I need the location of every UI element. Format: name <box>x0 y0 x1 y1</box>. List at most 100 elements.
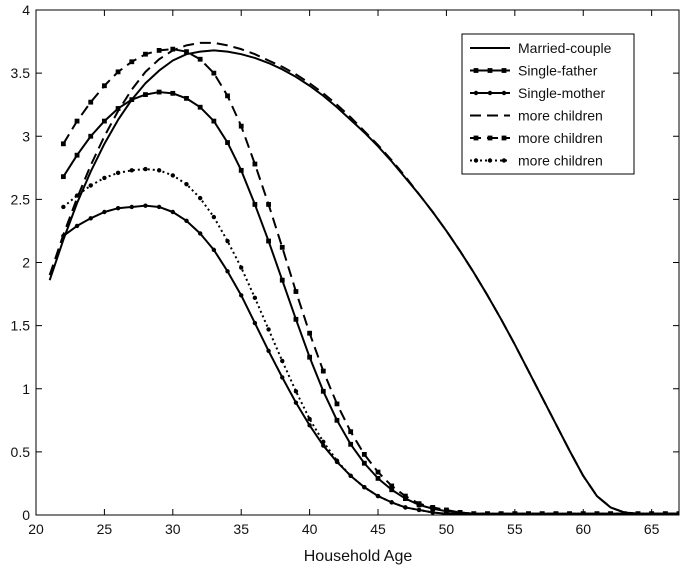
series-2-point <box>184 95 189 101</box>
y-tick-label: 1 <box>22 381 30 397</box>
series-2-point <box>115 106 121 111</box>
series-6-point <box>239 265 244 270</box>
series-3-point <box>170 209 176 215</box>
y-tick-label: 2 <box>22 255 30 271</box>
series-6-point <box>553 511 559 515</box>
series-3-point <box>211 247 217 253</box>
series-6-point <box>416 507 422 513</box>
legend-marker-5 <box>501 135 507 141</box>
series-6-point <box>129 168 134 173</box>
series-6-point <box>334 458 340 463</box>
series-2-point <box>279 277 285 283</box>
series-2-point <box>60 174 66 180</box>
series-2-point <box>143 92 148 97</box>
series-5-point <box>197 56 203 62</box>
series-5-point <box>416 501 422 507</box>
legend-label-5: more children <box>518 130 603 146</box>
series-2-point <box>307 354 313 360</box>
series-4 <box>48 41 679 515</box>
legend-marker-3 <box>501 90 507 96</box>
series-2-point <box>293 316 299 322</box>
series-2-point <box>102 118 107 124</box>
series-3-point <box>102 209 107 215</box>
legend-label-6: more children <box>518 153 603 169</box>
series-6-point <box>280 358 285 364</box>
series-3-point <box>307 423 312 428</box>
series-6-point <box>389 500 394 505</box>
series-6-point <box>184 182 189 187</box>
series-5-point <box>252 161 258 167</box>
series-5-point <box>266 202 271 207</box>
y-tick-label: 3.5 <box>11 65 31 81</box>
legend-marker-6 <box>501 158 507 163</box>
series-6-point <box>225 238 230 244</box>
x-tick-label: 60 <box>575 521 591 537</box>
legend-marker-6 <box>487 158 493 163</box>
series-5-point <box>348 429 354 435</box>
series-6-point <box>321 439 326 444</box>
y-tick-label: 2.5 <box>11 191 31 207</box>
series-6-point <box>293 389 299 394</box>
series-6-point <box>143 166 148 172</box>
legend: Married-couple Single-father Single-mother… <box>461 33 635 175</box>
series-5-point <box>74 118 80 124</box>
legend-entries: Married-couple Single-father Single-mother… <box>470 40 612 169</box>
x-tick-label: 30 <box>165 521 181 537</box>
series-5-point <box>156 48 162 53</box>
series-3-point <box>239 293 244 298</box>
series-2-point <box>156 89 162 95</box>
series-3-point <box>225 269 230 274</box>
legend-marker-6 <box>473 158 479 163</box>
series-6-point <box>197 195 203 201</box>
y-tick-label: 1.5 <box>11 318 31 334</box>
x-tick-label: 45 <box>370 521 386 537</box>
x-tick-label: 20 <box>28 521 44 537</box>
series-layer <box>48 41 679 515</box>
y-tick-label: 0 <box>22 507 30 523</box>
series-2-point <box>74 152 80 158</box>
series-6-point <box>635 511 641 515</box>
series-2-point <box>170 90 176 96</box>
series-3-point <box>184 218 189 224</box>
series-6-line <box>62 168 679 515</box>
series-5-point <box>279 244 285 250</box>
series-3-point <box>293 400 299 405</box>
legend-marker-2 <box>487 68 493 73</box>
series-5-line <box>62 48 679 515</box>
series-3-point <box>321 443 326 448</box>
series-6-point <box>115 170 121 176</box>
series-6-point <box>485 511 490 515</box>
series-5-point <box>389 483 395 489</box>
series-6-point <box>348 473 353 479</box>
series-6-point <box>663 511 668 515</box>
series-6-point <box>526 511 531 515</box>
series-6 <box>61 166 679 515</box>
series-5-point <box>102 83 107 89</box>
series-6-point <box>608 511 613 515</box>
series-6-point <box>266 327 271 332</box>
legend-marker-3 <box>473 90 479 96</box>
series-6-point <box>307 416 312 422</box>
series-6-point <box>622 511 627 515</box>
series-3-point <box>252 320 258 326</box>
x-tick-label: 25 <box>97 521 113 537</box>
x-tick-label: 55 <box>507 521 523 537</box>
series-5-point <box>307 330 313 336</box>
x-tick-label: 50 <box>439 521 455 537</box>
series-6-point <box>539 511 545 515</box>
series-6-point <box>375 493 381 499</box>
legend-label-1: Married-couple <box>518 40 612 56</box>
x-axis-title: Household Age <box>304 548 413 565</box>
series-2-point <box>334 417 340 423</box>
series-2-point <box>375 475 381 481</box>
series-6-point <box>88 183 93 188</box>
series-5-point <box>129 59 135 65</box>
series-3-point <box>115 206 121 211</box>
series-2-point <box>402 496 408 501</box>
series-2-point <box>238 167 244 173</box>
series-2-point <box>389 487 395 493</box>
series-6-point <box>567 511 572 515</box>
legend-box <box>461 33 635 175</box>
series-6-point <box>102 175 107 181</box>
series-4-line <box>48 41 679 515</box>
